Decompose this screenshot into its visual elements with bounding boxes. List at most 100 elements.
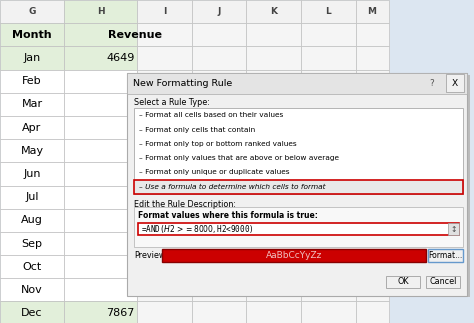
Text: Preview:: Preview: <box>134 251 168 260</box>
Text: – Format only top or bottom ranked values: – Format only top or bottom ranked value… <box>139 141 297 147</box>
Bar <box>192 93 246 116</box>
Text: J: J <box>218 7 221 16</box>
Bar <box>301 232 356 255</box>
Bar <box>301 162 356 185</box>
Text: – Format all cells based on their values: – Format all cells based on their values <box>139 112 283 118</box>
Text: – Format only unique or duplicate values: – Format only unique or duplicate values <box>139 169 290 175</box>
Text: M: M <box>368 7 376 16</box>
Text: Aug: Aug <box>21 215 43 225</box>
Bar <box>192 185 246 209</box>
Bar <box>448 223 459 235</box>
Bar <box>64 232 137 255</box>
Bar <box>0 185 64 209</box>
Bar <box>192 301 246 323</box>
Text: Apr: Apr <box>22 122 42 132</box>
Bar <box>137 278 192 301</box>
Bar <box>64 0 137 23</box>
Bar <box>356 139 389 162</box>
Text: Mar: Mar <box>21 99 43 109</box>
Bar <box>137 116 192 139</box>
Text: L: L <box>325 7 331 16</box>
Bar <box>162 249 426 262</box>
Bar <box>301 0 356 23</box>
Bar <box>192 116 246 139</box>
Text: Revenue: Revenue <box>108 30 162 40</box>
Bar <box>64 301 137 323</box>
Text: Feb: Feb <box>22 76 42 86</box>
Bar <box>246 116 301 139</box>
Bar <box>301 69 356 93</box>
Bar <box>0 209 64 232</box>
Bar <box>137 255 192 278</box>
Bar <box>246 69 301 93</box>
Bar <box>192 232 246 255</box>
Bar <box>192 47 246 69</box>
Bar <box>0 278 64 301</box>
Text: =AND($H2>=8000,$H2<9000): =AND($H2>=8000,$H2<9000) <box>141 223 254 235</box>
Bar <box>246 47 301 69</box>
Text: May: May <box>20 146 44 156</box>
Bar <box>192 209 246 232</box>
Bar <box>64 278 137 301</box>
Bar <box>137 301 192 323</box>
Bar <box>301 185 356 209</box>
Text: Jan: Jan <box>23 53 41 63</box>
Bar <box>137 93 192 116</box>
Text: H: H <box>97 7 105 16</box>
Bar <box>64 23 137 47</box>
Bar <box>137 185 192 209</box>
Bar <box>64 255 137 278</box>
Bar <box>386 276 420 288</box>
Bar <box>246 185 301 209</box>
Bar <box>356 23 389 47</box>
Bar <box>246 93 301 116</box>
Text: I: I <box>163 7 166 16</box>
Bar <box>356 301 389 323</box>
Bar <box>356 116 389 139</box>
Bar <box>301 278 356 301</box>
Bar <box>64 139 137 162</box>
Text: Select a Rule Type:: Select a Rule Type: <box>134 98 210 107</box>
Text: Oct: Oct <box>22 262 42 272</box>
Bar <box>301 139 356 162</box>
Bar <box>137 139 192 162</box>
Bar <box>246 301 301 323</box>
Bar <box>134 180 463 194</box>
Bar <box>0 23 64 47</box>
Text: Cancel: Cancel <box>429 277 457 287</box>
Bar <box>301 301 356 323</box>
Text: Format values where this formula is true:: Format values where this formula is true… <box>138 211 318 220</box>
Text: Jul: Jul <box>25 192 39 202</box>
Bar <box>192 0 246 23</box>
Text: Month: Month <box>12 30 52 40</box>
Bar <box>134 207 463 247</box>
Bar <box>64 162 137 185</box>
Bar <box>0 116 64 139</box>
Bar <box>301 116 356 139</box>
Text: Edit the Rule Description:: Edit the Rule Description: <box>134 200 236 209</box>
Bar <box>301 93 356 116</box>
Bar <box>246 0 301 23</box>
Text: Format...: Format... <box>428 251 463 260</box>
Bar <box>192 23 246 47</box>
Bar <box>0 255 64 278</box>
Bar <box>138 223 459 235</box>
Bar <box>428 249 463 262</box>
Bar <box>64 93 137 116</box>
Bar <box>246 278 301 301</box>
Bar <box>356 232 389 255</box>
Text: G: G <box>28 7 36 16</box>
Bar <box>64 209 137 232</box>
Text: – Use a formula to determine which cells to format: – Use a formula to determine which cells… <box>139 184 325 190</box>
Bar <box>0 232 64 255</box>
Bar <box>0 47 64 69</box>
Text: Nov: Nov <box>21 285 43 295</box>
Bar <box>137 162 192 185</box>
Bar <box>137 69 192 93</box>
Bar <box>356 255 389 278</box>
Bar <box>301 209 356 232</box>
Bar <box>356 185 389 209</box>
Bar <box>356 69 389 93</box>
Text: Dec: Dec <box>21 308 43 318</box>
Bar <box>0 69 64 93</box>
